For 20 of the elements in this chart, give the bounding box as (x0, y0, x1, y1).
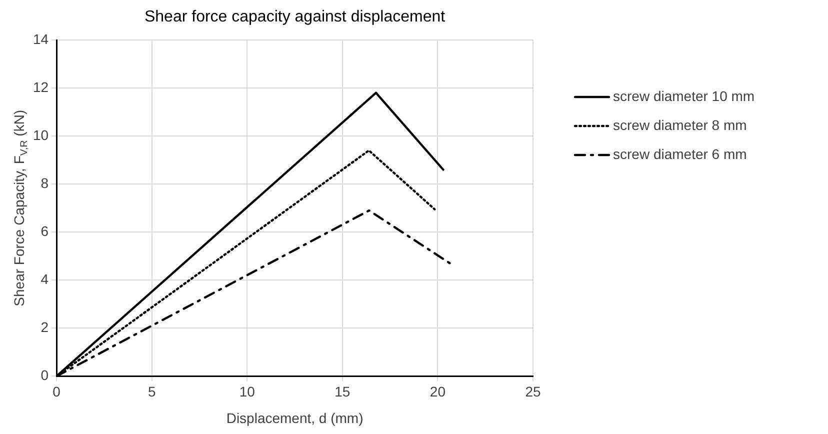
y-tick-label: 4 (40, 271, 49, 287)
x-tick-label: 5 (148, 383, 156, 400)
y-tick-label: 12 (32, 78, 49, 95)
x-tick-label: 0 (52, 383, 61, 400)
y-tick-label: 14 (32, 30, 49, 47)
y-tick-label: 0 (40, 367, 49, 384)
x-tick-label: 25 (525, 383, 541, 400)
chart-title: Shear force capacity against displacement (144, 8, 446, 26)
legend-label: screw diameter 6 mm (613, 146, 747, 162)
x-axis-title: Displacement, d (mm) (226, 410, 364, 426)
y-axis-title: Shear Force Capacity, FV,R (kN) (10, 110, 30, 306)
x-tick-label: 15 (334, 383, 350, 400)
legend-label: screw diameter 8 mm (613, 116, 747, 133)
y-tick-label: 10 (32, 126, 49, 143)
x-tick-label: 20 (430, 383, 446, 400)
legend-label: screw diameter 10 mm (613, 88, 755, 104)
y-tick-label: 8 (40, 174, 49, 191)
y-tick-label: 6 (40, 222, 49, 239)
y-tick-label: 2 (40, 319, 49, 336)
x-tick-label: 10 (239, 383, 256, 400)
